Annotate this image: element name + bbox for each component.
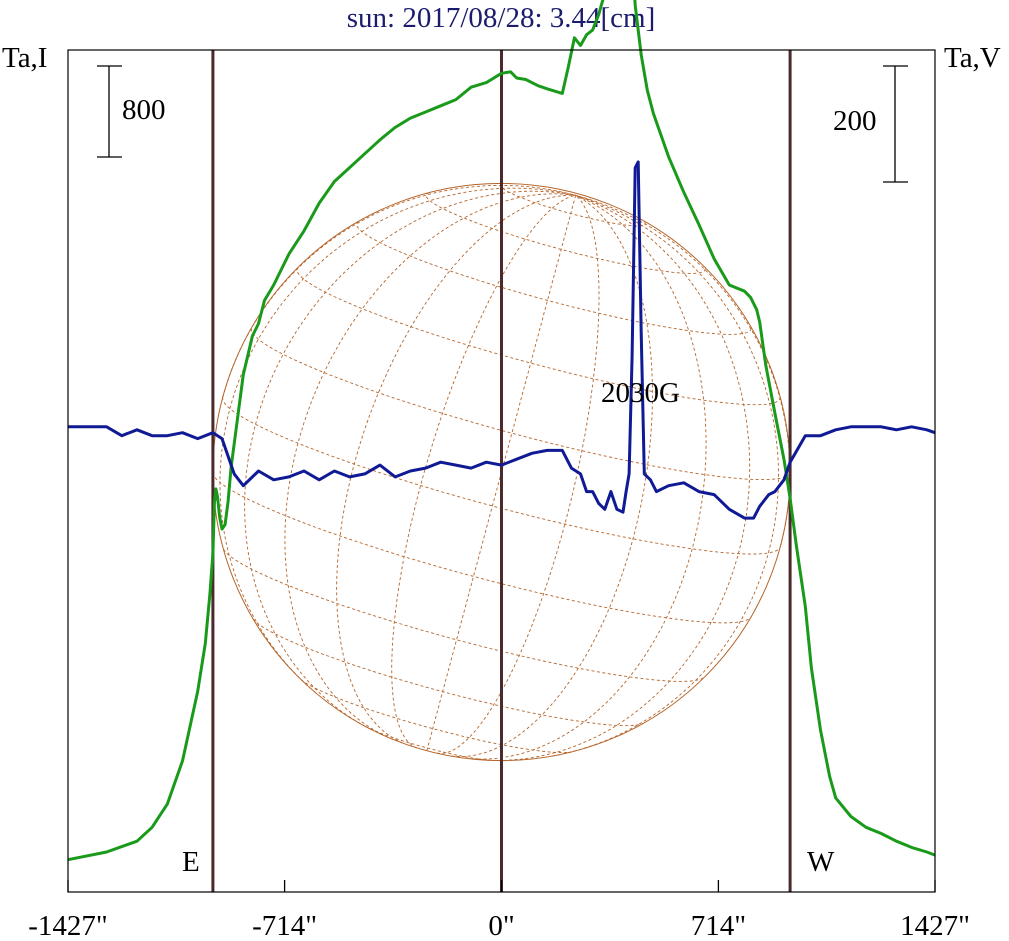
longitude-line bbox=[391, 194, 576, 749]
latitude-line bbox=[356, 220, 752, 335]
longitude-line bbox=[219, 187, 576, 694]
latitude-line bbox=[223, 548, 704, 682]
longitude-line bbox=[486, 194, 751, 761]
latitude-line bbox=[296, 266, 781, 406]
scale-bar-right-label: 200 bbox=[833, 105, 877, 137]
longitude-line bbox=[436, 194, 600, 754]
peak-annotation: 2030G bbox=[601, 377, 680, 409]
x-tick-label: 714" bbox=[691, 910, 746, 941]
longitude-line bbox=[551, 194, 779, 757]
longitude-line bbox=[451, 194, 653, 758]
scale-bar-left-label: 800 bbox=[122, 94, 166, 126]
scale-bar-left bbox=[97, 65, 122, 158]
x-tick-label: -714" bbox=[252, 910, 317, 941]
limb-lines bbox=[211, 50, 792, 892]
left-axis-label: Ta,I bbox=[2, 42, 47, 74]
latitude-line bbox=[300, 679, 572, 754]
series-line-I bbox=[67, 0, 936, 862]
latitude-line bbox=[222, 397, 781, 555]
series-line-V bbox=[68, 160, 936, 520]
latitude-line bbox=[500, 183, 646, 227]
latitude-line bbox=[252, 618, 644, 727]
scale-bar-right bbox=[883, 65, 908, 183]
west-label: W bbox=[807, 846, 835, 878]
chart-title: sun: 2017/08/28: 3.44[cm] bbox=[347, 2, 656, 34]
right-axis-label: Ta,V bbox=[944, 42, 1001, 74]
longitude-line bbox=[222, 184, 576, 398]
longitude-line bbox=[461, 194, 707, 760]
x-tick-label: 1427" bbox=[900, 910, 970, 941]
x-axis: -1427" -714" 0" 714" 1427" bbox=[28, 880, 970, 941]
longitude-line bbox=[575, 194, 791, 547]
latitude-line bbox=[212, 472, 752, 624]
east-label: E bbox=[182, 846, 200, 878]
longitude-line bbox=[426, 195, 577, 751]
longitude-line bbox=[284, 193, 576, 740]
x-tick-label: -1427" bbox=[28, 910, 108, 941]
longitude-line bbox=[244, 190, 576, 730]
data-series bbox=[67, 0, 936, 862]
x-tick-label: 0" bbox=[488, 910, 514, 941]
